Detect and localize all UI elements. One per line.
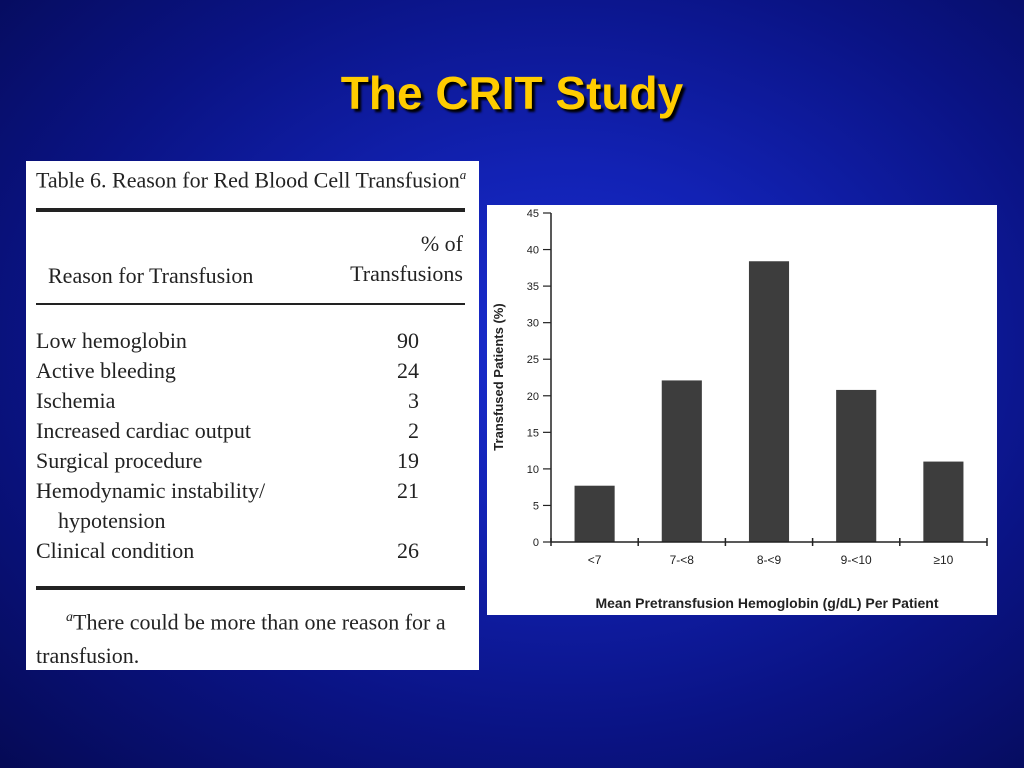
y-tick-label: 10: [527, 464, 539, 476]
y-tick-label: 15: [527, 427, 539, 439]
bar-3: [836, 389, 877, 542]
row-value: 2: [408, 418, 419, 443]
footnote-marker: a: [66, 610, 73, 625]
table-row: Active bleeding 24: [36, 356, 465, 386]
table-row: Hemodynamic instability/hypotension 21: [36, 476, 465, 536]
table-bottom-rule: [36, 586, 465, 590]
x-tick-label: ≥10: [933, 553, 953, 567]
bar-2: [748, 261, 790, 542]
slide-title: The CRIT Study: [340, 67, 684, 119]
table-row: Increased cardiac output 2: [36, 416, 465, 446]
column-header-percent: % of Transfusions: [350, 229, 463, 289]
bar-chart-svg: 0 5 10 15 20 25 30 35 40 45 <7 7-<8 8-<9 9-<10 ≥10 Tr…: [491, 208, 988, 611]
x-tick-label: 7-<8: [670, 553, 695, 567]
y-tick-label: 30: [527, 318, 539, 330]
column-header-reason: Reason for Transfusion: [48, 263, 254, 288]
bar-4: [923, 461, 964, 542]
y-tick-label: 35: [527, 281, 539, 293]
y-tick-label: 40: [527, 245, 539, 257]
row-value: 19: [397, 448, 419, 473]
row-value: 21: [397, 478, 419, 503]
row-label: Active bleeding: [36, 358, 176, 383]
table-row: Ischemia 3: [36, 386, 465, 416]
table-caption: Table 6. Reason for Red Blood Cell Trans…: [36, 167, 467, 193]
x-tick-label: <7: [588, 553, 602, 567]
row-label: Surgical procedure: [36, 448, 203, 473]
table-row: Surgical procedure 19: [36, 446, 465, 476]
x-axis-label: Mean Pretransfusion Hemoglobin (g/dL) Pe…: [595, 595, 938, 611]
row-label: Ischemia: [36, 388, 116, 413]
row-label: Clinical condition: [36, 538, 195, 563]
row-label: Low hemoglobin: [36, 328, 187, 353]
hemoglobin-bar-chart: 0 5 10 15 20 25 30 35 40 45 <7 7-<8 8-<9 9-<10 ≥10 Tr…: [487, 205, 997, 615]
bar-1: [661, 380, 702, 542]
row-label: Hemodynamic instability/: [36, 478, 266, 503]
x-tick-label: 8-<9: [757, 553, 782, 567]
table-row: Low hemoglobin 90: [36, 326, 465, 356]
row-value: 90: [397, 328, 419, 353]
y-axis-label: Transfused Patients (%): [491, 303, 506, 450]
y-tick-label: 5: [533, 500, 539, 512]
column-header-percent-line1: % of: [420, 231, 463, 256]
column-header-percent-line2: Transfusions: [350, 261, 463, 286]
row-value: 24: [397, 358, 419, 383]
table-footnote: aThere could be more than one reason for…: [36, 601, 466, 673]
table-body: Low hemoglobin 90 Active bleeding 24 Ische…: [36, 326, 465, 566]
y-tick-label: 20: [527, 391, 539, 403]
row-value: 3: [408, 388, 419, 413]
row-label-continued: hypotension: [58, 508, 166, 533]
y-tick-label: 0: [533, 537, 539, 549]
header-rule: [36, 303, 465, 305]
y-tick-label: 45: [527, 208, 539, 220]
bar-0: [574, 485, 615, 542]
transfusion-reason-table: Table 6. Reason for Red Blood Cell Trans…: [26, 161, 479, 670]
row-label: Increased cardiac output: [36, 418, 251, 443]
table-top-rule: [36, 208, 465, 212]
row-value: 26: [397, 538, 419, 563]
caption-footnote-marker: a: [459, 167, 467, 182]
y-tick-label: 25: [527, 354, 539, 366]
table-row: Clinical condition 26: [36, 536, 465, 566]
x-tick-label: 9-<10: [841, 553, 872, 567]
footnote-text: There could be more than one reason for …: [36, 609, 446, 669]
